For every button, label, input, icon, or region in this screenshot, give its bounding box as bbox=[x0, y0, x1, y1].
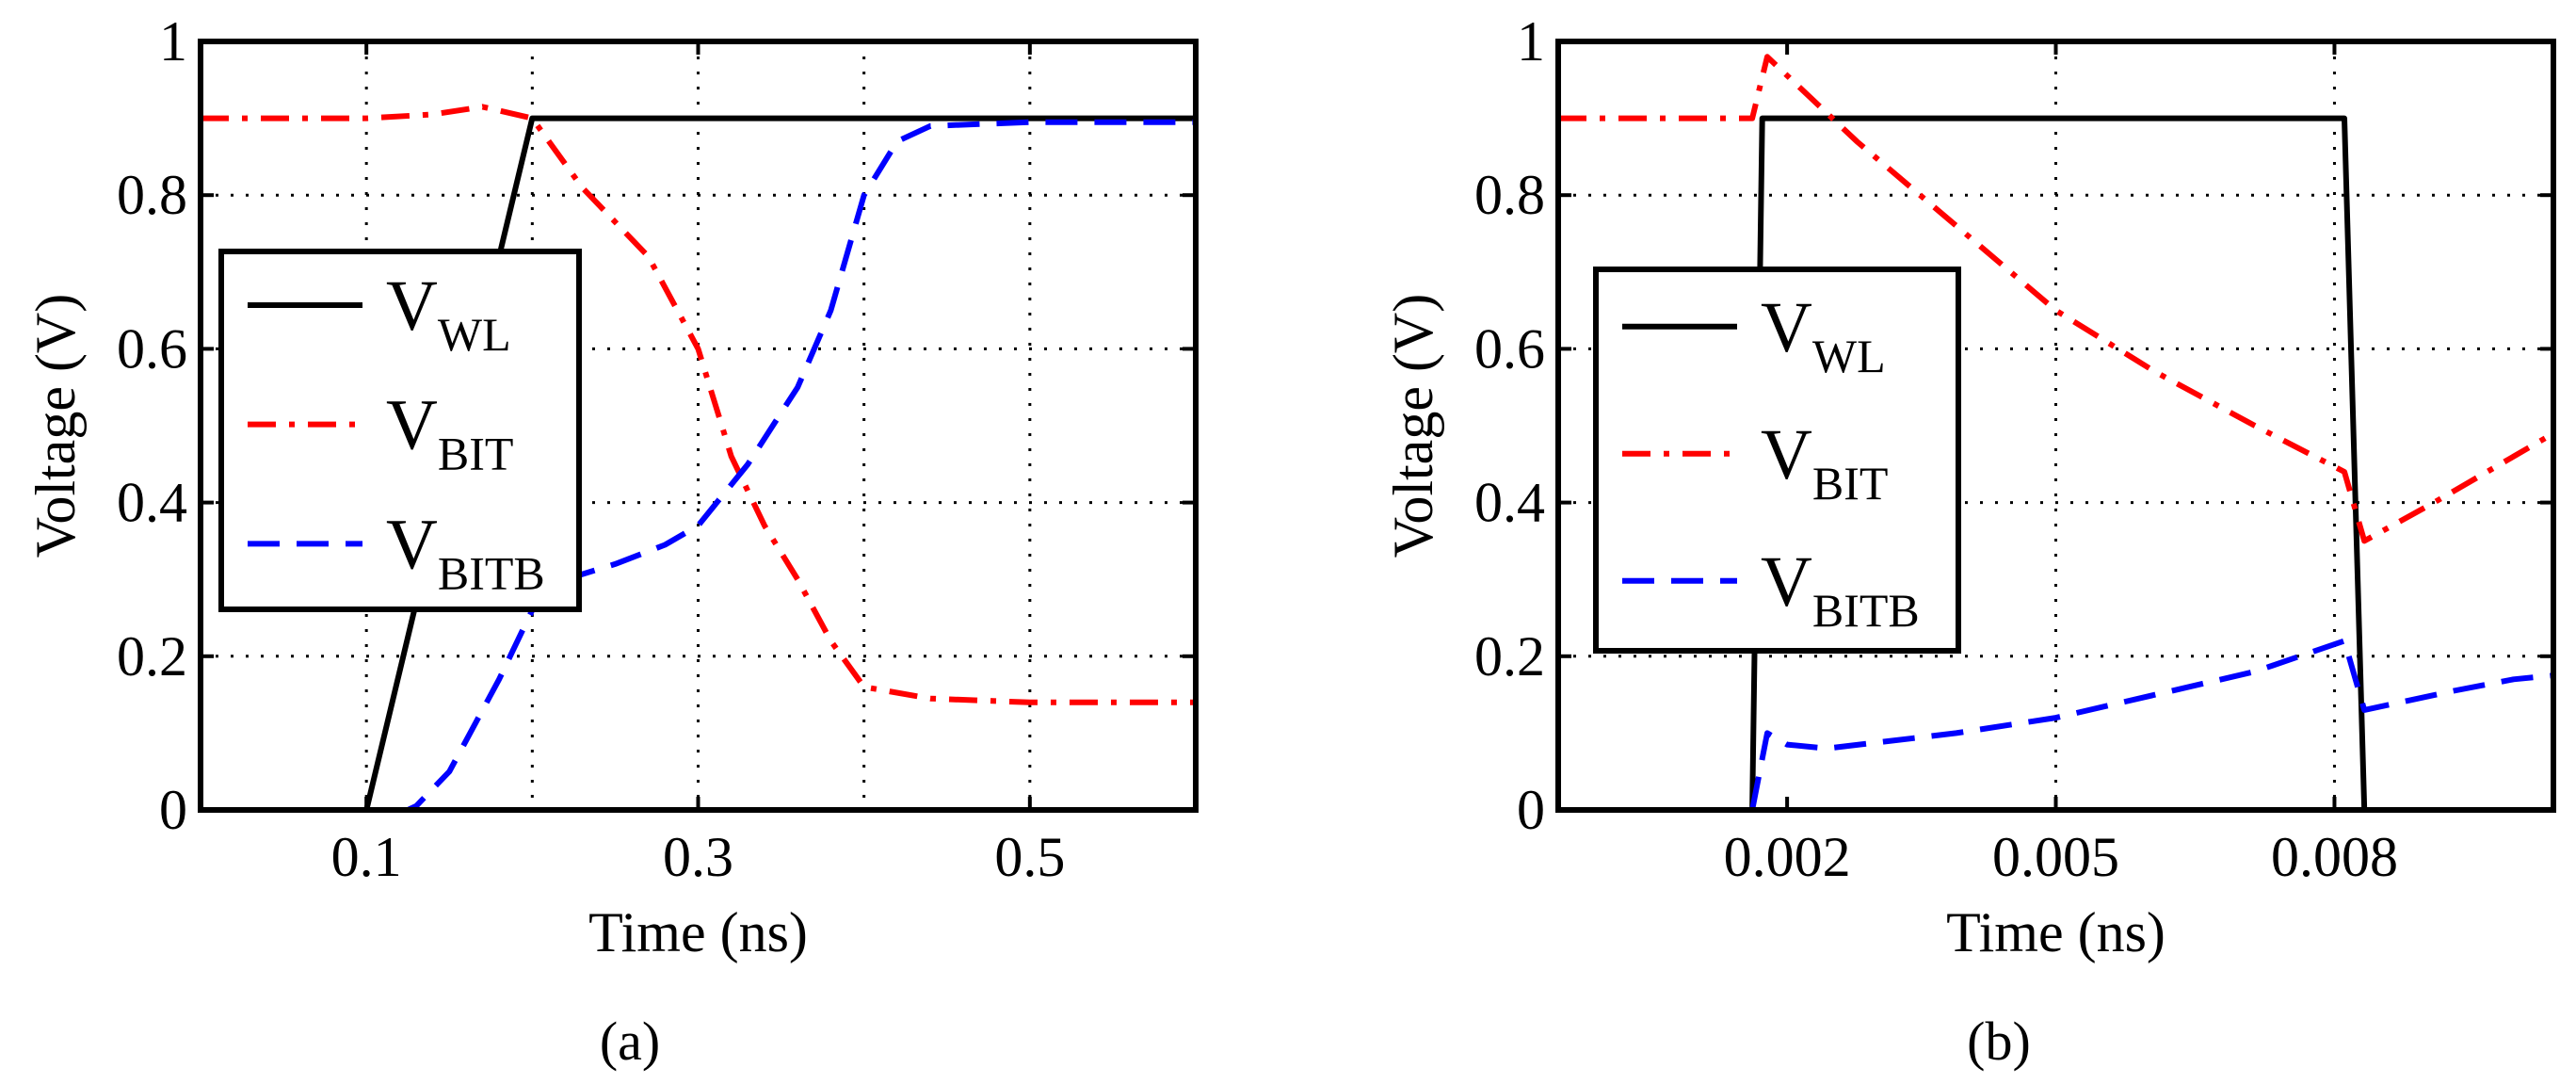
x-tick-label-b-0: 0.002 bbox=[1724, 826, 1851, 888]
y-axis-label-b: Voltage (V) bbox=[1382, 294, 1444, 558]
y-tick-label-b-1: 0.2 bbox=[1474, 625, 1545, 688]
x-tick-label-a-1: 0.3 bbox=[663, 826, 733, 888]
legend-label-a-bit: VBIT bbox=[386, 386, 513, 480]
y-tick-label-b-2: 0.4 bbox=[1474, 472, 1545, 534]
legend-label-b-bitb: VBITB bbox=[1761, 542, 1920, 637]
y-tick-label-b-4: 0.8 bbox=[1474, 164, 1545, 226]
y-tick-label-b-5: 1 bbox=[1517, 10, 1545, 73]
legend-label-main-a-wl: V bbox=[386, 267, 438, 346]
y-tick-label-a-4: 0.8 bbox=[117, 164, 187, 226]
y-tick-label-b-0: 0 bbox=[1517, 779, 1545, 841]
legend-label-main-a-bit: V bbox=[386, 386, 438, 465]
legend-label-a-wl: VWL bbox=[386, 267, 511, 361]
x-tick-label-b-1: 0.005 bbox=[1992, 826, 2119, 888]
x-axis-label-a: Time (ns) bbox=[588, 901, 808, 963]
legend-box-a bbox=[218, 249, 582, 612]
legend-label-main-b-bit: V bbox=[1761, 415, 1812, 494]
caption-b: (b) bbox=[1967, 1011, 2031, 1072]
series-line-a-bit bbox=[201, 104, 1196, 705]
caption-a: (a) bbox=[600, 1011, 660, 1072]
legend-label-b-wl: VWL bbox=[1761, 288, 1886, 382]
panel-b: 0 0.2 0.4 0.6 0.8 1 0.002 0.005 0.008 Voltage (… bbox=[1382, 10, 2556, 1072]
legend-label-a-bitb: VBITB bbox=[386, 505, 545, 599]
panel-a: 0 0.2 0.4 0.6 0.8 1 0.1 0.3 0.5 Voltage (V) Tim… bbox=[24, 10, 1199, 1072]
y-tick-label-a-2: 0.4 bbox=[117, 472, 187, 534]
x-tick-label-b-2: 0.008 bbox=[2271, 826, 2398, 888]
y-tick-label-a-1: 0.2 bbox=[117, 625, 187, 688]
y-tick-label-a-5: 1 bbox=[159, 10, 187, 73]
y-ticks-b: 0 0.2 0.4 0.6 0.8 1 bbox=[1474, 10, 2553, 841]
legend-box-b bbox=[1593, 267, 1961, 654]
y-tick-label-a-0: 0 bbox=[159, 779, 187, 841]
y-tick-label-a-3: 0.6 bbox=[117, 317, 187, 380]
legend-label-sub-b-bit: BIT bbox=[1812, 457, 1889, 510]
x-ticks-b: 0.002 0.005 0.008 bbox=[1724, 41, 2398, 888]
x-tick-label-a-0: 0.1 bbox=[331, 826, 402, 888]
legend-label-main-b-wl: V bbox=[1761, 288, 1812, 367]
legend-label-sub-a-bit: BIT bbox=[438, 428, 514, 480]
legend-label-b-bit: VBIT bbox=[1761, 415, 1888, 510]
legend-label-sub-b-wl: WL bbox=[1812, 330, 1886, 382]
legend-label-sub-b-bitb: BITB bbox=[1812, 584, 1920, 637]
legend-label-main-a-bitb: V bbox=[386, 505, 438, 584]
x-tick-label-a-2: 0.5 bbox=[994, 826, 1065, 888]
legend-label-sub-a-wl: WL bbox=[438, 308, 511, 361]
y-ticks-a: 0 0.2 0.4 0.6 0.8 1 bbox=[117, 10, 1196, 841]
x-axis-label-b: Time (ns) bbox=[1946, 901, 2165, 963]
y-axis-label-a: Voltage (V) bbox=[24, 294, 87, 558]
series-line-a-bitb bbox=[201, 119, 1196, 813]
y-tick-label-b-3: 0.6 bbox=[1474, 317, 1545, 380]
legend-label-main-b-bitb: V bbox=[1761, 542, 1812, 622]
series-line-b-bitb bbox=[1558, 638, 2554, 813]
series-line-b-bit bbox=[1558, 54, 2555, 544]
x-ticks-a: 0.1 0.3 0.5 bbox=[331, 41, 1065, 888]
legend-label-sub-a-bitb: BITB bbox=[438, 546, 545, 599]
